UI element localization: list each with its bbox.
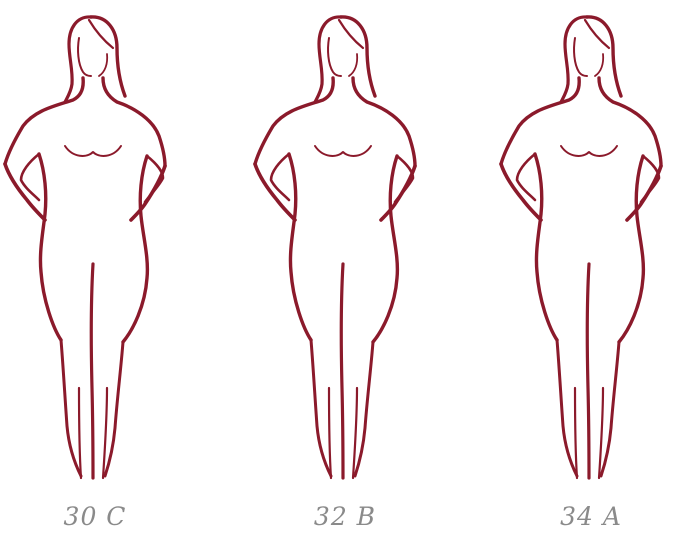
female-silhouette-icon	[3, 15, 167, 480]
hair-left-stroke	[63, 15, 93, 104]
hair-part-stroke	[87, 18, 115, 50]
hair-left-stroke	[559, 15, 589, 104]
bust-stroke	[560, 145, 618, 157]
hair-part-stroke	[583, 18, 611, 50]
left-leg-outer-stroke	[59, 338, 83, 478]
left-forearm-stroke	[253, 162, 297, 222]
neck-right-stroke	[351, 76, 417, 168]
female-silhouette-icon	[499, 15, 663, 480]
face-right-stroke	[98, 53, 109, 77]
right-leg-inner-stroke	[101, 386, 109, 480]
bust-stroke	[314, 145, 372, 157]
torso-right-stroke	[371, 154, 400, 344]
torso-right-stroke	[617, 154, 646, 344]
torso-left-stroke	[37, 152, 63, 342]
left-arm-inner-stroke	[19, 152, 41, 202]
leg-center-stroke	[585, 262, 591, 480]
leg-center-stroke	[89, 262, 95, 480]
right-leg-outer-stroke	[353, 340, 375, 478]
left-forearm-stroke	[499, 162, 543, 222]
neck-left-stroke	[253, 76, 335, 166]
figure-32b: 32 B	[245, 8, 445, 548]
torso-left-stroke	[287, 152, 313, 342]
left-leg-outer-stroke	[309, 338, 333, 478]
neck-right-stroke	[101, 76, 167, 168]
neck-left-stroke	[3, 76, 85, 166]
face-right-stroke	[348, 53, 359, 77]
figure-34a: 34 A	[491, 8, 691, 548]
left-arm-inner-stroke	[269, 152, 291, 202]
face-left-stroke	[573, 37, 588, 77]
left-leg-inner-stroke	[77, 386, 83, 480]
hair-part-stroke	[337, 18, 365, 50]
neck-left-stroke	[499, 76, 581, 166]
right-arm-inner-stroke	[393, 154, 415, 204]
right-leg-outer-stroke	[103, 340, 125, 478]
leg-center-stroke	[339, 262, 345, 480]
hair-right-stroke	[89, 15, 127, 98]
right-arm-inner-stroke	[143, 154, 165, 204]
face-right-stroke	[594, 53, 605, 77]
size-label-34a: 34 A	[560, 502, 622, 531]
hair-right-stroke	[339, 15, 377, 98]
hair-right-stroke	[585, 15, 623, 98]
size-label-30c: 30 C	[63, 502, 127, 531]
left-leg-inner-stroke	[327, 386, 333, 480]
face-left-stroke	[77, 37, 92, 77]
right-arm-inner-stroke	[639, 154, 661, 204]
left-arm-inner-stroke	[515, 152, 537, 202]
left-leg-inner-stroke	[573, 386, 579, 480]
torso-right-stroke	[121, 154, 150, 344]
face-left-stroke	[327, 37, 342, 77]
right-forearm-stroke	[129, 164, 167, 222]
left-forearm-stroke	[3, 162, 47, 222]
bust-stroke	[64, 145, 122, 157]
right-forearm-stroke	[625, 164, 663, 222]
right-leg-inner-stroke	[597, 386, 605, 480]
right-leg-outer-stroke	[599, 340, 621, 478]
right-forearm-stroke	[379, 164, 417, 222]
torso-left-stroke	[533, 152, 559, 342]
female-silhouette-icon	[253, 15, 417, 480]
size-label-32b: 32 B	[313, 502, 377, 531]
figure-30c: 30 C	[0, 8, 195, 548]
neck-right-stroke	[597, 76, 663, 168]
left-leg-outer-stroke	[555, 338, 579, 478]
right-leg-inner-stroke	[351, 386, 359, 480]
hair-left-stroke	[313, 15, 343, 104]
